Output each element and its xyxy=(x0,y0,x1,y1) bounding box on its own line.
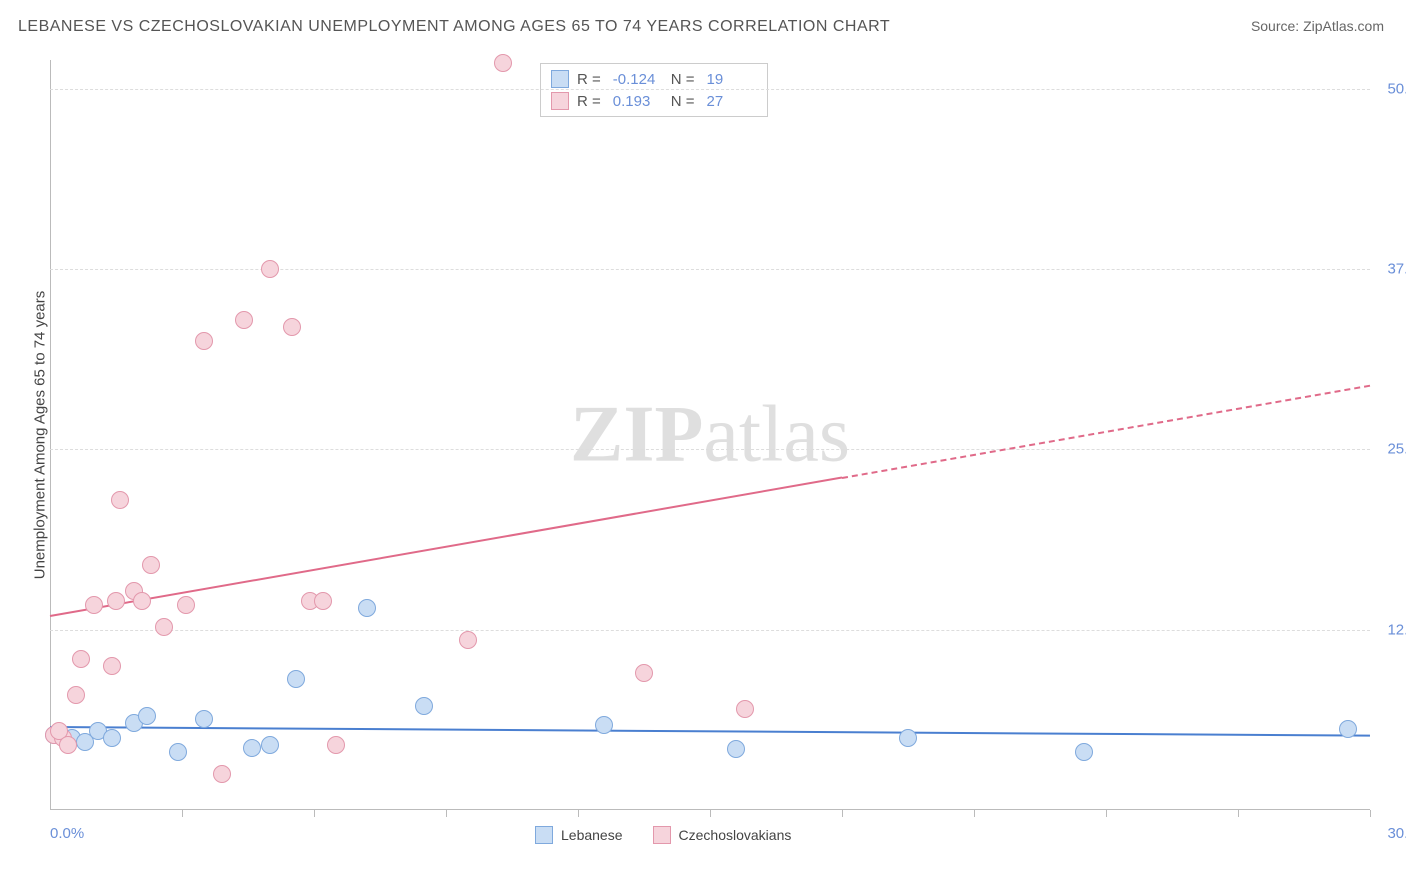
data-point xyxy=(635,664,653,682)
data-point xyxy=(72,650,90,668)
data-point xyxy=(177,596,195,614)
source-label: Source: ZipAtlas.com xyxy=(1251,18,1384,34)
data-point xyxy=(169,743,187,761)
data-point xyxy=(327,736,345,754)
n-value-czech: 27 xyxy=(707,93,757,110)
data-point xyxy=(111,491,129,509)
data-point xyxy=(1075,743,1093,761)
swatch-lebanese xyxy=(551,70,569,88)
x-tick xyxy=(1370,810,1371,817)
y-tick-label: 50.0% xyxy=(1375,80,1406,97)
y-tick-label: 25.0% xyxy=(1375,441,1406,458)
data-point xyxy=(59,736,77,754)
x-tick xyxy=(182,810,183,817)
data-point xyxy=(235,311,253,329)
r-value-lebanese: -0.124 xyxy=(613,71,663,88)
data-point xyxy=(133,592,151,610)
chart-area: Unemployment Among Ages 65 to 74 years Z… xyxy=(50,60,1370,810)
gridline xyxy=(50,630,1370,631)
data-point xyxy=(213,765,231,783)
x-tick xyxy=(842,810,843,817)
data-point xyxy=(459,631,477,649)
r-value-czech: 0.193 xyxy=(613,93,663,110)
x-axis-max: 30.0% xyxy=(1387,825,1406,842)
data-point xyxy=(283,318,301,336)
data-point xyxy=(243,739,261,757)
n-value-lebanese: 19 xyxy=(707,71,757,88)
y-axis-label: Unemployment Among Ages 65 to 74 years xyxy=(32,291,49,580)
data-point xyxy=(67,686,85,704)
watermark: ZIPatlas xyxy=(570,390,850,481)
legend-item-lebanese: Lebanese xyxy=(535,826,623,844)
data-point xyxy=(595,716,613,734)
data-point xyxy=(494,54,512,72)
data-point xyxy=(899,729,917,747)
gridline xyxy=(50,89,1370,90)
trend-line xyxy=(842,385,1370,479)
x-tick xyxy=(446,810,447,817)
legend-item-czech: Czechoslovakians xyxy=(653,826,792,844)
data-point xyxy=(195,710,213,728)
legend-label: Czechoslovakians xyxy=(679,827,792,843)
gridline xyxy=(50,269,1370,270)
data-point xyxy=(155,618,173,636)
data-point xyxy=(261,260,279,278)
data-point xyxy=(736,700,754,718)
data-point xyxy=(195,332,213,350)
trend-line xyxy=(50,726,1370,737)
data-point xyxy=(85,596,103,614)
data-point xyxy=(358,599,376,617)
r-label: R = xyxy=(577,93,601,110)
trend-line xyxy=(50,477,842,617)
data-point xyxy=(415,697,433,715)
n-label: N = xyxy=(671,71,695,88)
data-point xyxy=(261,736,279,754)
x-tick xyxy=(974,810,975,817)
data-point xyxy=(138,707,156,725)
n-label: N = xyxy=(671,93,695,110)
x-tick xyxy=(578,810,579,817)
swatch-lebanese xyxy=(535,826,553,844)
stats-row-lebanese: R = -0.124 N = 19 xyxy=(551,68,757,90)
x-axis-min: 0.0% xyxy=(50,825,84,842)
data-point xyxy=(142,556,160,574)
stats-row-czech: R = 0.193 N = 27 xyxy=(551,90,757,112)
scatter-plot: ZIPatlas R = -0.124 N = 19 R = 0.193 N =… xyxy=(50,60,1370,810)
swatch-czech xyxy=(653,826,671,844)
x-tick xyxy=(1238,810,1239,817)
y-tick-label: 12.5% xyxy=(1375,621,1406,638)
data-point xyxy=(103,729,121,747)
stats-box: R = -0.124 N = 19 R = 0.193 N = 27 xyxy=(540,63,768,117)
data-point xyxy=(727,740,745,758)
data-point xyxy=(103,657,121,675)
y-tick-label: 37.5% xyxy=(1375,261,1406,278)
data-point xyxy=(287,670,305,688)
x-tick xyxy=(314,810,315,817)
r-label: R = xyxy=(577,71,601,88)
x-tick xyxy=(710,810,711,817)
swatch-czech xyxy=(551,92,569,110)
legend: Lebanese Czechoslovakians xyxy=(535,826,791,844)
y-axis-line xyxy=(50,60,51,810)
chart-title: LEBANESE VS CZECHOSLOVAKIAN UNEMPLOYMENT… xyxy=(18,18,890,36)
data-point xyxy=(107,592,125,610)
data-point xyxy=(314,592,332,610)
x-tick xyxy=(1106,810,1107,817)
gridline xyxy=(50,449,1370,450)
data-point xyxy=(1339,720,1357,738)
legend-label: Lebanese xyxy=(561,827,623,843)
